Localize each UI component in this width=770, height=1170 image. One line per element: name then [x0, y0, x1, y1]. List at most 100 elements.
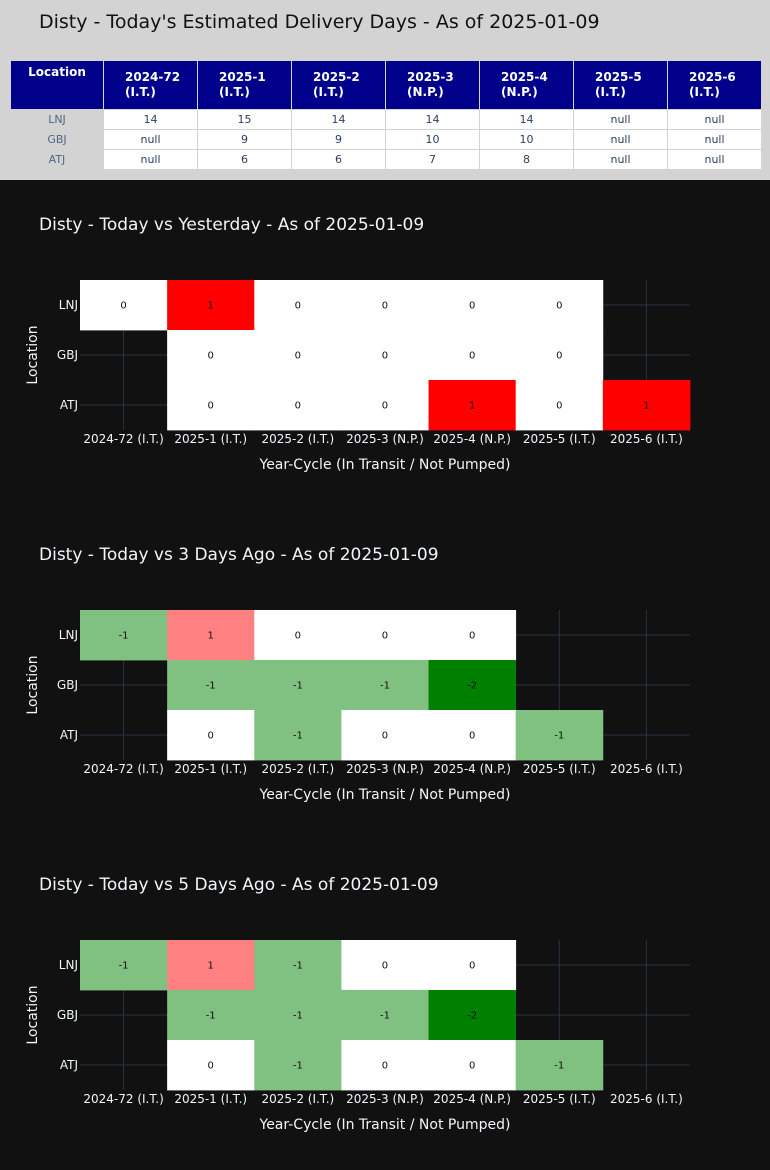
- heatmap-cell: [254, 380, 342, 431]
- table-cell: null: [573, 149, 668, 170]
- cell-value-label: -1: [293, 1061, 303, 1072]
- column-header-status: (I.T.): [689, 85, 720, 99]
- table-cell: 14: [385, 109, 480, 130]
- cell-value-label: 0: [120, 301, 126, 312]
- cell-value-label: -1: [380, 1011, 390, 1022]
- heatmap-today-vs-3-days-ago: Disty - Today vs 3 Days Ago - As of 2025…: [25, 545, 690, 803]
- x-tick-label: 2025-6 (I.T.): [610, 762, 683, 776]
- heatmap-cell: [341, 710, 429, 761]
- column-header: 2025-2 (I.T.): [291, 60, 386, 110]
- chart-title: Disty - Today vs 5 Days Ago - As of 2025…: [39, 875, 439, 895]
- x-axis-title: Year-Cycle (In Transit / Not Pumped): [259, 1117, 511, 1133]
- x-tick-label: 2025-3 (N.P.): [346, 432, 424, 446]
- table-cell: 10: [385, 129, 480, 150]
- y-axis-title: Location: [25, 985, 41, 1044]
- table-cell: 8: [479, 149, 574, 170]
- heatmap-cell: [341, 990, 429, 1041]
- table-cell: 7: [385, 149, 480, 170]
- y-tick-label: LNJ: [59, 298, 78, 312]
- heatmap-cell: [428, 280, 517, 331]
- cell-value-label: -1: [380, 681, 390, 692]
- column-header: 2025-1 (I.T.): [197, 60, 292, 110]
- y-axis-title: Location: [25, 325, 41, 384]
- table-cell: 15: [197, 109, 292, 130]
- heatmap-cell: [341, 610, 429, 661]
- heatmap-cell: [254, 610, 342, 661]
- column-header-status: (I.T.): [219, 85, 250, 99]
- heatmap-cell: [167, 380, 255, 431]
- cell-value-label: 0: [382, 961, 388, 972]
- heatmap-cell: [428, 330, 517, 381]
- x-tick-label: 2025-3 (N.P.): [346, 1092, 424, 1106]
- heatmap-cell: [602, 380, 691, 431]
- cell-value-label: 0: [382, 731, 388, 742]
- y-tick-label: LNJ: [59, 958, 78, 972]
- cell-value-label: -1: [293, 1011, 303, 1022]
- table-cell: null: [573, 129, 668, 150]
- cell-value-label: 0: [208, 1061, 214, 1072]
- cell-value-label: 0: [382, 401, 388, 412]
- chart-title: Disty - Today vs Yesterday - As of 2025-…: [39, 215, 424, 235]
- column-header: 2025-6 (I.T.): [667, 60, 762, 110]
- cell-value-label: 0: [382, 631, 388, 642]
- heatmap-today-vs-yesterday: Disty - Today vs Yesterday - As of 2025-…: [25, 215, 691, 473]
- cell-value-label: -1: [206, 681, 216, 692]
- table-cell: 6: [197, 149, 292, 170]
- cell-value-label: 0: [469, 1061, 475, 1072]
- table-row: ATJ null 6 6 7 8 null null: [10, 149, 762, 170]
- x-tick-label: 2024-72 (I.T.): [83, 432, 163, 446]
- heatmap-cell: [167, 1040, 255, 1091]
- heatmap-cell: [167, 660, 255, 711]
- table-cell: null: [667, 129, 762, 150]
- cell-value-label: 0: [208, 351, 214, 362]
- table-cell: 10: [479, 129, 574, 150]
- cell-value-label: 0: [295, 301, 301, 312]
- heatmap-cell: [515, 380, 604, 431]
- cell-value-label: 0: [208, 401, 214, 412]
- heatmap-cell: [254, 940, 342, 991]
- x-tick-label: 2025-6 (I.T.): [610, 432, 683, 446]
- cell-value-label: 0: [295, 631, 301, 642]
- cell-value-label: -1: [293, 681, 303, 692]
- table-cell: 14: [103, 109, 198, 130]
- cell-value-label: 0: [295, 351, 301, 362]
- table-cell: 14: [479, 109, 574, 130]
- heatmap-cell: [428, 1040, 517, 1091]
- heatmap-cell: [167, 710, 255, 761]
- y-tick-label: ATJ: [60, 728, 78, 742]
- table-cell: 9: [197, 129, 292, 150]
- table-cell: null: [103, 149, 198, 170]
- heatmap-cell: [254, 660, 342, 711]
- y-tick-label: LNJ: [59, 628, 78, 642]
- cell-value-label: -2: [467, 1011, 477, 1022]
- cell-value-label: 0: [469, 301, 475, 312]
- cell-value-label: 0: [469, 961, 475, 972]
- cell-value-label: 0: [382, 351, 388, 362]
- x-tick-label: 2024-72 (I.T.): [83, 762, 163, 776]
- table-cell: null: [573, 109, 668, 130]
- heatmap-cell: [167, 940, 255, 991]
- heatmap-cell: [341, 280, 429, 331]
- table-cell: 14: [291, 109, 386, 130]
- cell-value-label: 0: [469, 731, 475, 742]
- x-tick-label: 2025-2 (I.T.): [261, 1092, 334, 1106]
- location-cell: ATJ: [10, 149, 104, 170]
- cell-value-label: -1: [293, 731, 303, 742]
- heatmap-cell: [254, 280, 342, 331]
- column-header: 2024-72 (I.T.): [103, 60, 198, 110]
- cell-value-label: 0: [295, 401, 301, 412]
- location-cell: GBJ: [10, 129, 104, 150]
- column-header-status: (I.T.): [313, 85, 344, 99]
- heatmap-cell: [515, 330, 604, 381]
- cell-value-label: 0: [469, 631, 475, 642]
- heatmap-cell: [428, 660, 517, 711]
- cell-value-label: 1: [643, 401, 649, 412]
- column-header-cycle: 2025-6: [689, 70, 736, 84]
- column-header-cycle: 2025-2: [313, 70, 360, 84]
- heatmap-cell: [254, 990, 342, 1041]
- heatmap-cell: [254, 330, 342, 381]
- heatmap-cell: [515, 280, 604, 331]
- cell-value-label: -1: [206, 1011, 216, 1022]
- table-row: LNJ 14 15 14 14 14 null null: [10, 109, 762, 130]
- table-cell: 9: [291, 129, 386, 150]
